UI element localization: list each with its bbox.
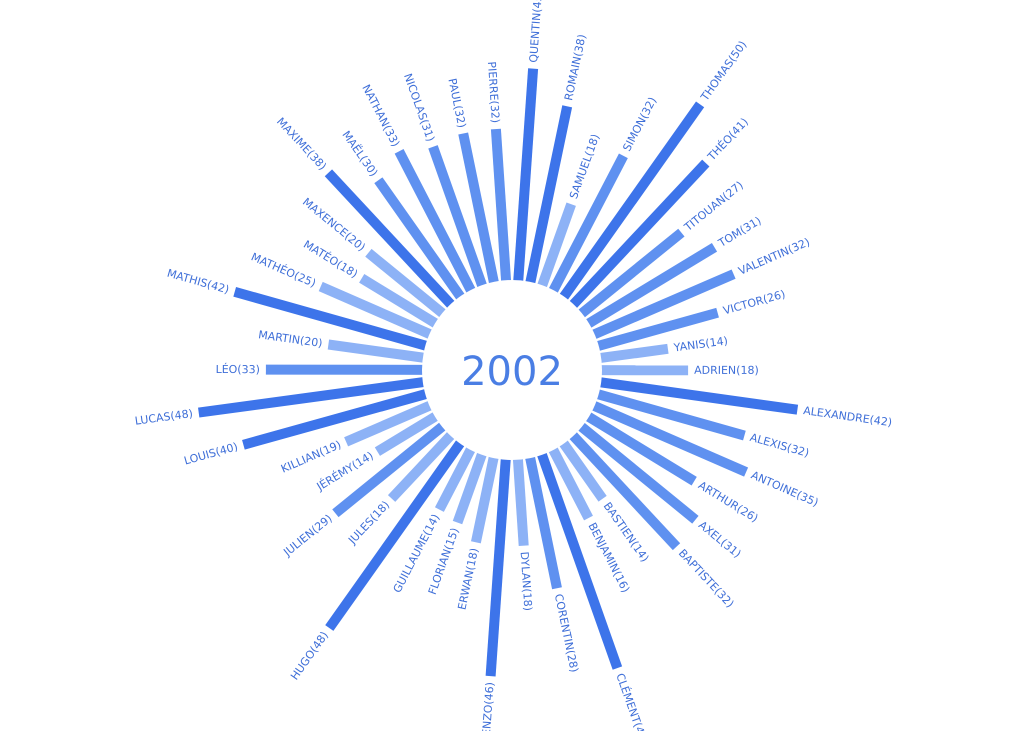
bar-label-corentin: CORENTIN(28): [552, 593, 581, 674]
bar-yanis: [590, 343, 669, 365]
bar-label-baptiste: BAPTISTE(32): [676, 547, 737, 611]
bar-martin: [327, 339, 434, 364]
bar-louis: [242, 386, 437, 450]
bar-théo: [563, 159, 710, 316]
bar-label-mathéo: MATHÉO(25): [249, 250, 318, 290]
bar-label-adrien: ADRIEN(18): [694, 364, 759, 377]
bar-nathan: [394, 149, 480, 302]
bar-matéo: [359, 274, 447, 333]
bar-baptiste: [562, 425, 681, 551]
bar-maxime: [324, 169, 462, 315]
bar-label-victor: VICTOR(26): [722, 288, 787, 318]
bar-label-romain: ROMAIN(38): [562, 33, 589, 102]
bar-titouan: [570, 228, 685, 324]
bar-samuel: [534, 202, 576, 297]
bar-alexandre: [590, 376, 799, 415]
bar-label-lucas: LUCAS(48): [134, 407, 194, 428]
bar-bastien: [553, 432, 607, 502]
bar-label-alexis: ALEXIS(32): [748, 431, 810, 460]
bar-antoine: [583, 397, 749, 477]
bar-erwan: [471, 447, 501, 544]
bar-jules: [387, 424, 461, 502]
bar-label-nicolas: NICOLAS(31): [401, 72, 437, 144]
bar-pierre: [490, 128, 512, 291]
bar-label-thomas: THOMAS(50): [698, 38, 750, 104]
bar-quentin: [512, 68, 539, 291]
bar-label-dylan: DYLAN(18): [518, 551, 535, 611]
bar-label-yanis: YANIS(14): [672, 334, 729, 354]
bar-label-hugo: HUGO(48): [288, 629, 331, 682]
bar-lucas: [198, 375, 434, 418]
bar-label-samuel: SAMUEL(18): [567, 132, 602, 200]
bar-label-valentin: VALENTIN(32): [737, 235, 812, 277]
bar-killian: [344, 397, 441, 447]
bar-label-simon: SIMON(32): [620, 95, 659, 154]
bar-label-quentin: QUENTIN(45): [527, 0, 545, 63]
bars-group: [198, 68, 799, 677]
bar-maël: [374, 177, 471, 308]
bar-label-nathan: NATHAN(33): [359, 82, 402, 149]
bar-label-tom: TOM(31): [715, 214, 763, 250]
bar-corentin: [523, 447, 562, 590]
bar-label-paul: PAUL(32): [445, 77, 468, 129]
bar-alexis: [587, 386, 746, 441]
bar-simon: [544, 153, 628, 302]
bar-label-antoine: ANTOINE(35): [749, 469, 820, 510]
center-circle: [422, 280, 602, 460]
bar-label-léo: LÉO(33): [216, 363, 260, 376]
bar-florian: [452, 443, 490, 525]
bar-label-arthur: ARTHUR(26): [696, 479, 761, 525]
bar-mathéo: [318, 281, 441, 343]
bar-thomas: [554, 101, 705, 308]
bar-romain: [523, 105, 573, 293]
bar-label-clément: CLÉMENT(48): [613, 672, 650, 731]
bar-label-maël: MAËL(30): [339, 128, 380, 179]
bar-label-erwan: ERWAN(18): [456, 547, 482, 611]
bar-label-mathis: MATHIS(42): [166, 267, 231, 297]
bar-axel: [570, 416, 699, 524]
bar-victor: [587, 307, 719, 354]
bar-clément: [533, 443, 623, 670]
bar-label-maxime: MAXIME(38): [274, 115, 329, 173]
bar-dylan: [512, 449, 529, 547]
bar-label-théo: THÉO(41): [704, 115, 751, 163]
bar-paul: [458, 132, 501, 293]
bar-maxence: [365, 248, 454, 324]
bar-valentin: [583, 269, 736, 343]
chart-title: 2002: [461, 349, 563, 395]
bar-benjamin: [544, 438, 593, 521]
bar-label-julien: JULIEN(29): [280, 512, 334, 560]
bar-jérémy: [374, 407, 447, 456]
bar-julien: [332, 416, 454, 518]
bar-arthur: [577, 407, 697, 486]
bar-label-martin: MARTIN(20): [257, 328, 323, 350]
bar-tom: [577, 243, 718, 333]
bar-label-axel: AXEL(31): [696, 518, 744, 560]
bar-label-enzo: ENZO(46): [480, 682, 497, 731]
bar-guillaume: [434, 438, 480, 512]
bar-mathis: [233, 286, 437, 354]
bar-label-pierre: PIERRE(32): [485, 61, 502, 123]
bar-enzo: [485, 449, 512, 677]
bar-nicolas: [428, 145, 491, 297]
bar-label-alexandre: ALEXANDRE(42): [802, 404, 892, 429]
bar-label-louis: LOUIS(40): [183, 440, 240, 467]
bar-hugo: [325, 432, 470, 631]
